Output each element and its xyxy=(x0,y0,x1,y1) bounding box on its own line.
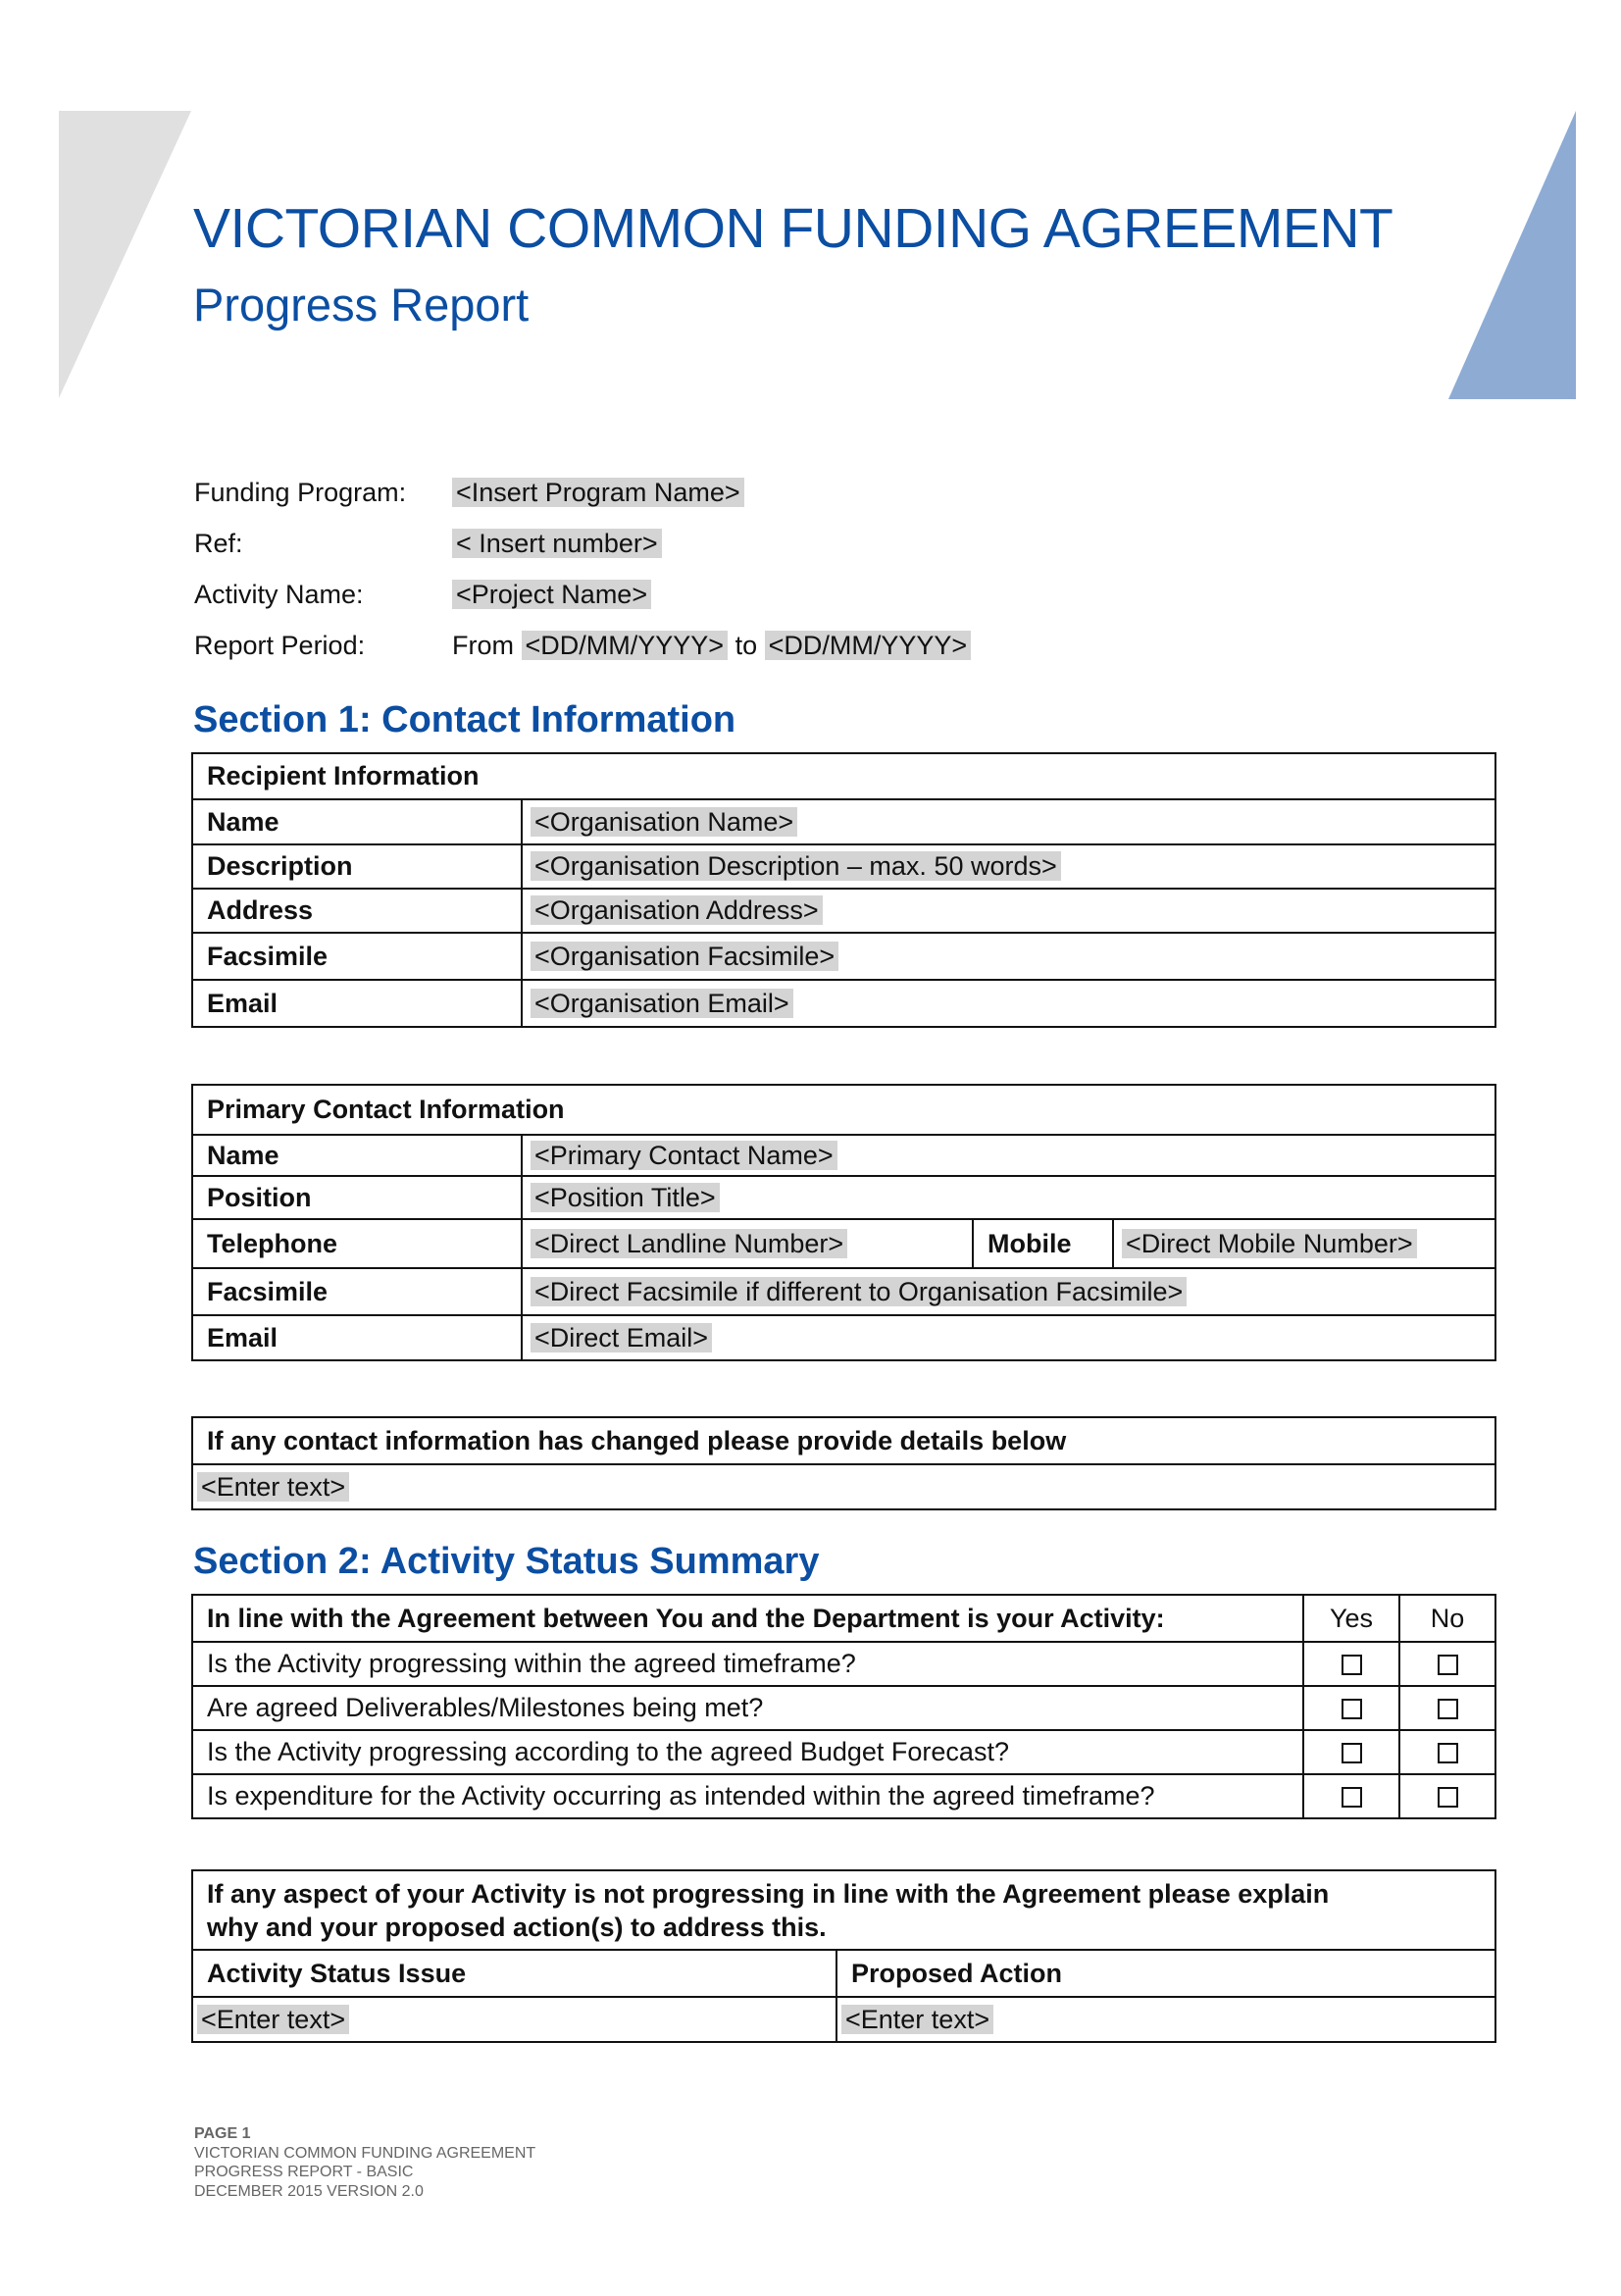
row-label: Name xyxy=(191,1134,523,1177)
table-row: Facsimile <Organisation Facsimile> xyxy=(191,932,1496,981)
field-report-period: Report Period: From <DD/MM/YYYY> to <DD/M… xyxy=(194,631,972,661)
no-header: No xyxy=(1398,1594,1496,1643)
table-row: Facsimile <Direct Facsimile if different … xyxy=(191,1267,1496,1316)
row-label: Facsimile xyxy=(191,1267,523,1316)
contact-name-input[interactable]: <Primary Contact Name> xyxy=(531,1140,837,1170)
row-label: Facsimile xyxy=(191,932,523,981)
status-issue-input[interactable]: <Enter text> xyxy=(197,2004,350,2034)
project-name-input[interactable]: <Project Name> xyxy=(452,580,652,609)
table-row: Email <Organisation Email> xyxy=(191,979,1496,1028)
activity-status-table: In line with the Agreement between You a… xyxy=(191,1594,1496,1819)
no-checkbox[interactable] xyxy=(1437,1743,1458,1764)
table-header: In line with the Agreement between You a… xyxy=(191,1594,1304,1643)
table-header: Primary Contact Information xyxy=(191,1084,1496,1136)
to-label: to xyxy=(735,631,758,660)
table-header: If any aspect of your Activity is not pr… xyxy=(191,1869,1496,1951)
table-row: Name <Primary Contact Name> xyxy=(191,1134,1496,1177)
mobile-input[interactable]: <Direct Mobile Number> xyxy=(1122,1228,1417,1258)
primary-contact-table: Primary Contact Information Name <Primary… xyxy=(191,1084,1496,1361)
field-funding-program: Funding Program: <Insert Program Name> xyxy=(194,478,744,508)
row-label: Name xyxy=(191,798,523,845)
contact-email-input[interactable]: <Direct Email> xyxy=(531,1322,713,1352)
footer-line: DECEMBER 2015 VERSION 2.0 xyxy=(194,2182,424,2200)
col-header-issue: Activity Status Issue xyxy=(191,1949,837,1998)
table-row: Are agreed Deliverables/Milestones being… xyxy=(191,1685,1496,1731)
landline-input[interactable]: <Direct Landline Number> xyxy=(531,1228,848,1258)
field-label: Activity Name: xyxy=(194,580,364,609)
document-title: VICTORIAN COMMON FUNDING AGREEMENT xyxy=(193,197,1393,260)
section2-heading: Section 2: Activity Status Summary xyxy=(193,1541,820,1582)
ref-number-input[interactable]: < Insert number> xyxy=(452,529,662,558)
page-footer: PAGE 1 VICTORIAN COMMON FUNDING AGREEMEN… xyxy=(194,2124,535,2201)
question: Is expenditure for the Activity occurrin… xyxy=(191,1773,1304,1819)
table-row: Position <Position Title> xyxy=(191,1175,1496,1220)
yes-header: Yes xyxy=(1302,1594,1400,1643)
yes-checkbox[interactable] xyxy=(1341,1787,1362,1809)
end-date-input[interactable]: <DD/MM/YYYY> xyxy=(764,631,972,660)
row-label: Description xyxy=(191,843,523,890)
right-blue-triangle xyxy=(1448,111,1576,399)
row-label: Address xyxy=(191,888,523,934)
table-row: Description <Organisation Description – m… xyxy=(191,843,1496,890)
no-checkbox[interactable] xyxy=(1437,1655,1458,1676)
no-checkbox[interactable] xyxy=(1437,1699,1458,1720)
org-email-input[interactable]: <Organisation Email> xyxy=(531,988,793,1018)
table-row: Is the Activity progressing within the a… xyxy=(191,1641,1496,1687)
field-label: Funding Program: xyxy=(194,478,407,507)
contact-facsimile-input[interactable]: <Direct Facsimile if different to Organi… xyxy=(531,1276,1188,1306)
no-checkbox[interactable] xyxy=(1437,1787,1458,1809)
field-activity-name: Activity Name: <Project Name> xyxy=(194,580,652,610)
question: Is the Activity progressing within the a… xyxy=(191,1641,1304,1687)
question: Is the Activity progressing according to… xyxy=(191,1729,1304,1775)
footer-line: PROGRESS REPORT - BASIC xyxy=(194,2164,414,2180)
table-row: Name <Organisation Name> xyxy=(191,798,1496,845)
org-name-input[interactable]: <Organisation Name> xyxy=(531,806,798,837)
decorative-header-shapes xyxy=(59,111,1576,399)
table-row: Email <Direct Email> xyxy=(191,1314,1496,1361)
org-facsimile-input[interactable]: <Organisation Facsimile> xyxy=(531,941,839,971)
mobile-label: Mobile xyxy=(972,1218,1114,1269)
document-subtitle: Progress Report xyxy=(193,279,530,331)
position-title-input[interactable]: <Position Title> xyxy=(531,1182,720,1212)
yes-checkbox[interactable] xyxy=(1341,1655,1362,1676)
contact-changes-table: If any contact information has changed p… xyxy=(191,1416,1496,1510)
contact-changes-input[interactable]: <Enter text> xyxy=(197,1471,350,1502)
row-label: Email xyxy=(191,979,523,1028)
proposed-action-input[interactable]: <Enter text> xyxy=(841,2004,994,2034)
status-explanation-table: If any aspect of your Activity is not pr… xyxy=(191,1869,1496,2043)
table-row: Telephone <Direct Landline Number> Mobile <… xyxy=(191,1218,1496,1269)
field-label: Ref: xyxy=(194,529,243,558)
col-header-action: Proposed Action xyxy=(836,1949,1496,1998)
field-ref: Ref: < Insert number> xyxy=(194,529,662,559)
yes-checkbox[interactable] xyxy=(1341,1743,1362,1764)
table-header: If any contact information has changed p… xyxy=(191,1416,1496,1465)
recipient-info-table: Recipient Information Name <Organisation … xyxy=(191,752,1496,1028)
table-row: Is expenditure for the Activity occurrin… xyxy=(191,1773,1496,1819)
table-header: Recipient Information xyxy=(191,752,1496,800)
table-row: Is the Activity progressing according to… xyxy=(191,1729,1496,1775)
header-line: If any aspect of your Activity is not pr… xyxy=(207,1878,1330,1909)
row-label: Position xyxy=(191,1175,523,1220)
start-date-input[interactable]: <DD/MM/YYYY> xyxy=(521,631,729,660)
org-address-input[interactable]: <Organisation Address> xyxy=(531,895,823,925)
row-label: Email xyxy=(191,1314,523,1361)
header-line: why and your proposed action(s) to addre… xyxy=(207,1912,827,1942)
left-gray-triangle xyxy=(59,111,191,398)
yes-checkbox[interactable] xyxy=(1341,1699,1362,1720)
question: Are agreed Deliverables/Milestones being… xyxy=(191,1685,1304,1731)
program-name-input[interactable]: <Insert Program Name> xyxy=(452,478,744,507)
from-label: From xyxy=(452,631,514,660)
field-label: Report Period: xyxy=(194,631,366,660)
table-row: Address <Organisation Address> xyxy=(191,888,1496,934)
section1-heading: Section 1: Contact Information xyxy=(193,699,736,740)
row-label: Telephone xyxy=(191,1218,523,1269)
footer-line: VICTORIAN COMMON FUNDING AGREEMENT xyxy=(194,2144,536,2162)
page-number: PAGE 1 xyxy=(194,2125,251,2142)
org-description-input[interactable]: <Organisation Description – max. 50 word… xyxy=(531,851,1061,881)
